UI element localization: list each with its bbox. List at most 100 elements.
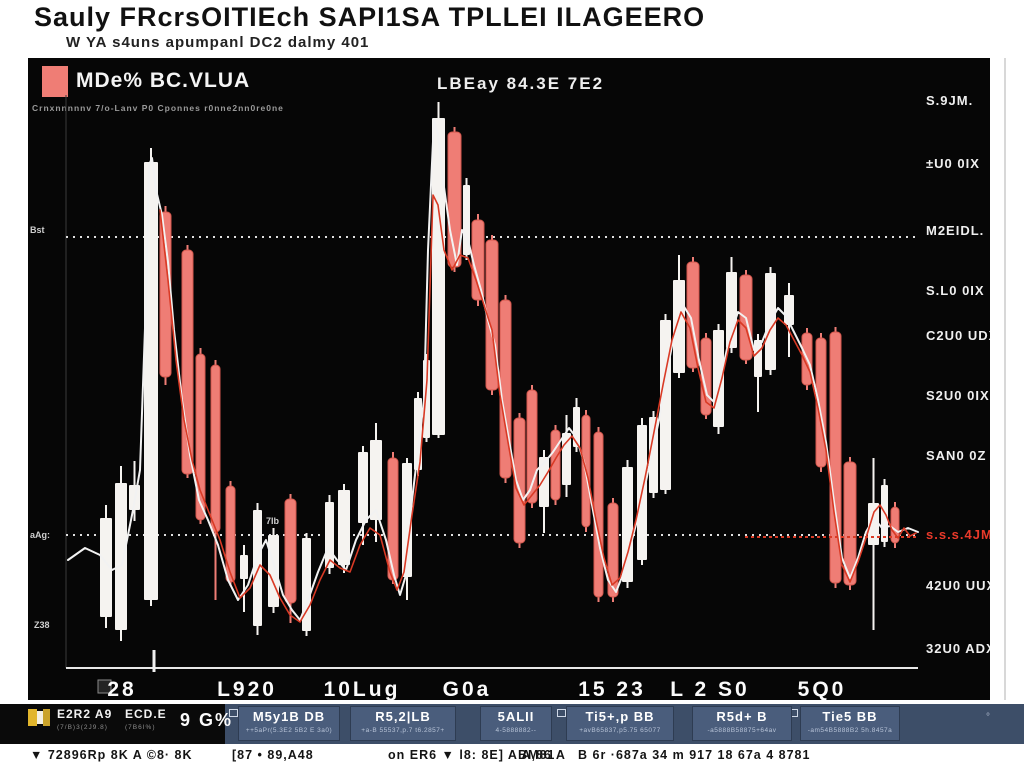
candle-up	[268, 535, 279, 607]
status-segment: BM81	[518, 748, 556, 762]
white-ma-line	[67, 119, 919, 621]
app-grid-icon[interactable]	[28, 709, 50, 726]
candle-up	[414, 398, 422, 470]
toolbar-item-caption: (7B6I%)	[125, 724, 156, 731]
button-caption: 4-5888882--	[495, 727, 537, 734]
candle-down	[284, 498, 297, 604]
chart-info-line: Crnxnnnnnv 7/o-Lanv P0 Cponnes r0nne2nn0…	[32, 103, 284, 113]
candle-up	[463, 185, 470, 255]
candle-up	[325, 502, 334, 568]
candle-down	[607, 502, 619, 598]
x-axis-label: 10Lug	[324, 678, 401, 700]
candle-down	[210, 364, 221, 533]
status-bar: ▼ 72896Rp 8K A ©8· 8K [87 • 89,A48 on ER…	[0, 744, 1024, 768]
candle-down	[195, 353, 206, 521]
calendar-box-icon	[97, 679, 112, 694]
percent-readout: 9 G%	[180, 710, 234, 730]
button-caption: +avB65837,p5.75 65077	[579, 727, 661, 734]
candle-up	[402, 463, 412, 577]
y-axis-label: SAN0 0Z	[926, 448, 986, 463]
candle-up	[240, 555, 248, 579]
candle-up	[338, 490, 350, 565]
x-axis-label: L920	[217, 678, 277, 700]
small-square-icon	[557, 709, 566, 717]
button-label: R5,2|LB	[375, 709, 431, 724]
candle-up	[432, 118, 445, 435]
button-caption: ++5aPr(5.3E2 5B2 E 3a0)	[245, 727, 333, 734]
candle-up	[115, 483, 127, 630]
right-divider	[1004, 58, 1006, 700]
toolbar-button-6[interactable]: Tie5 BB -am54B5888B2 5h.8457a	[800, 706, 900, 741]
x-axis-label: 5Q0	[798, 678, 847, 700]
y-axis-label: C2U0 UDX	[926, 328, 990, 343]
degree-glyph: °	[986, 712, 990, 723]
candle-down	[843, 461, 857, 586]
toolbar-item-1[interactable]: E2R2 A9 (7/B)3(2J9.8)	[57, 707, 112, 731]
icon-block	[43, 709, 50, 726]
toolbar-item-caption: (7/B)3(2J9.8)	[57, 724, 108, 731]
button-caption: -am54B5888B2 5h.8457a	[807, 727, 893, 734]
toolbar-button-2[interactable]: R5,2|LB +a-B 55537,p.7 t6.2857+	[350, 706, 456, 741]
candle-up	[144, 162, 158, 600]
y-axis-label: S2U0 0IX	[926, 388, 990, 403]
button-label: 5ALII	[497, 709, 535, 724]
x-axis-label: L 2 S0	[670, 678, 749, 700]
chart-annotation: aAg:	[30, 530, 50, 540]
x-axis-label: G0a	[443, 678, 492, 700]
y-axis-label: S.L0 0IX	[926, 283, 985, 298]
status-segment: on ER6 ▼ l8: 8E] A A,86 A	[388, 748, 566, 762]
icon-block	[28, 709, 37, 726]
chart-panel: MDe% BC.VLUA LBEay 84.3E 7E2 Crnxnnnnnv …	[28, 58, 990, 700]
candle-down	[225, 485, 236, 583]
chart-annotation: 7Ib	[266, 516, 280, 526]
toolbar-button-5[interactable]: R5d+ B -a5888B58875+64av	[692, 706, 792, 741]
y-axis-label: S.9JM.	[926, 93, 973, 108]
page-title: Sauly FRcrsOITIEch SAPI1SA TPLLEI ILAGEE…	[34, 2, 706, 32]
candle-down	[550, 429, 561, 501]
chart-annotation: Bst	[30, 225, 45, 235]
icon-block	[37, 711, 43, 724]
toolbar-item-label: ECD.E	[125, 707, 167, 721]
candle-up	[100, 518, 112, 617]
candle-up	[622, 467, 633, 582]
candlestick-chart: S.9JM. ±U0 0IX M2EIDL. S.L0 0IX C2U0 UDX S2U0…	[30, 93, 990, 700]
toolbar-item-2[interactable]: ECD.E (7B6I%)	[125, 707, 167, 731]
y-axis-label: 42U0 UUX	[926, 578, 990, 593]
toolbar-button-3[interactable]: 5ALII 4-5888882--	[480, 706, 552, 741]
candle-up	[562, 433, 571, 485]
y-axis-label: 32U0 ADX	[926, 641, 990, 656]
x-axis-label: 28	[107, 678, 136, 700]
toolbar-button-1[interactable]: M5y1B DB ++5aPr(5.3E2 5B2 E 3a0)	[238, 706, 340, 741]
candle-up	[253, 510, 262, 626]
candle-down	[829, 331, 842, 584]
bottom-toolbar: E2R2 A9 (7/B)3(2J9.8) ECD.E (7B6I%) 9 G%…	[0, 704, 1024, 744]
chart-annotation: Z38	[34, 620, 50, 630]
small-square-icon	[229, 709, 238, 717]
y-axis-label: s.s.s.4JM	[926, 527, 990, 542]
candle-up	[868, 503, 879, 545]
button-label: R5d+ B	[716, 709, 768, 724]
button-label: Ti5+,p BB	[585, 709, 655, 724]
button-label: Tie5 BB	[822, 709, 878, 724]
candle-up	[370, 440, 382, 520]
red-ma-line	[159, 194, 917, 623]
candle-down	[387, 457, 399, 581]
button-caption: +a-B 55537,p.7 t6.2857+	[361, 727, 445, 734]
candle-up	[673, 280, 685, 373]
page-subtitle: W YA s4uns apumpanl DC2 dalmy 401	[66, 34, 370, 51]
status-segment: ▼ 72896Rp 8K A ©8· 8K	[30, 748, 193, 762]
legend-label: MDe% BC.VLUA	[76, 69, 251, 92]
chart-header-info: LBEay 84.3E 7E2	[437, 74, 605, 93]
button-label: M5y1B DB	[252, 709, 326, 724]
candle-down	[890, 506, 900, 544]
status-segment: [87 • 89,A48	[232, 748, 314, 762]
candle-up	[358, 452, 368, 523]
x-axis-label: 15 23	[578, 678, 646, 700]
toolbar-button-4[interactable]: Ti5+,p BB +avB65837,p5.75 65077	[566, 706, 674, 741]
y-axis-label: ±U0 0IX	[926, 156, 980, 171]
y-axis-label: M2EIDL.	[926, 223, 984, 238]
toolbar-item-label: E2R2 A9	[57, 707, 113, 721]
status-segment: B 6r ·687a 34 m 917 18 67a 4 8781	[578, 748, 811, 762]
legend-color-swatch	[42, 66, 68, 97]
button-caption: -a5888B58875+64av	[707, 727, 777, 734]
